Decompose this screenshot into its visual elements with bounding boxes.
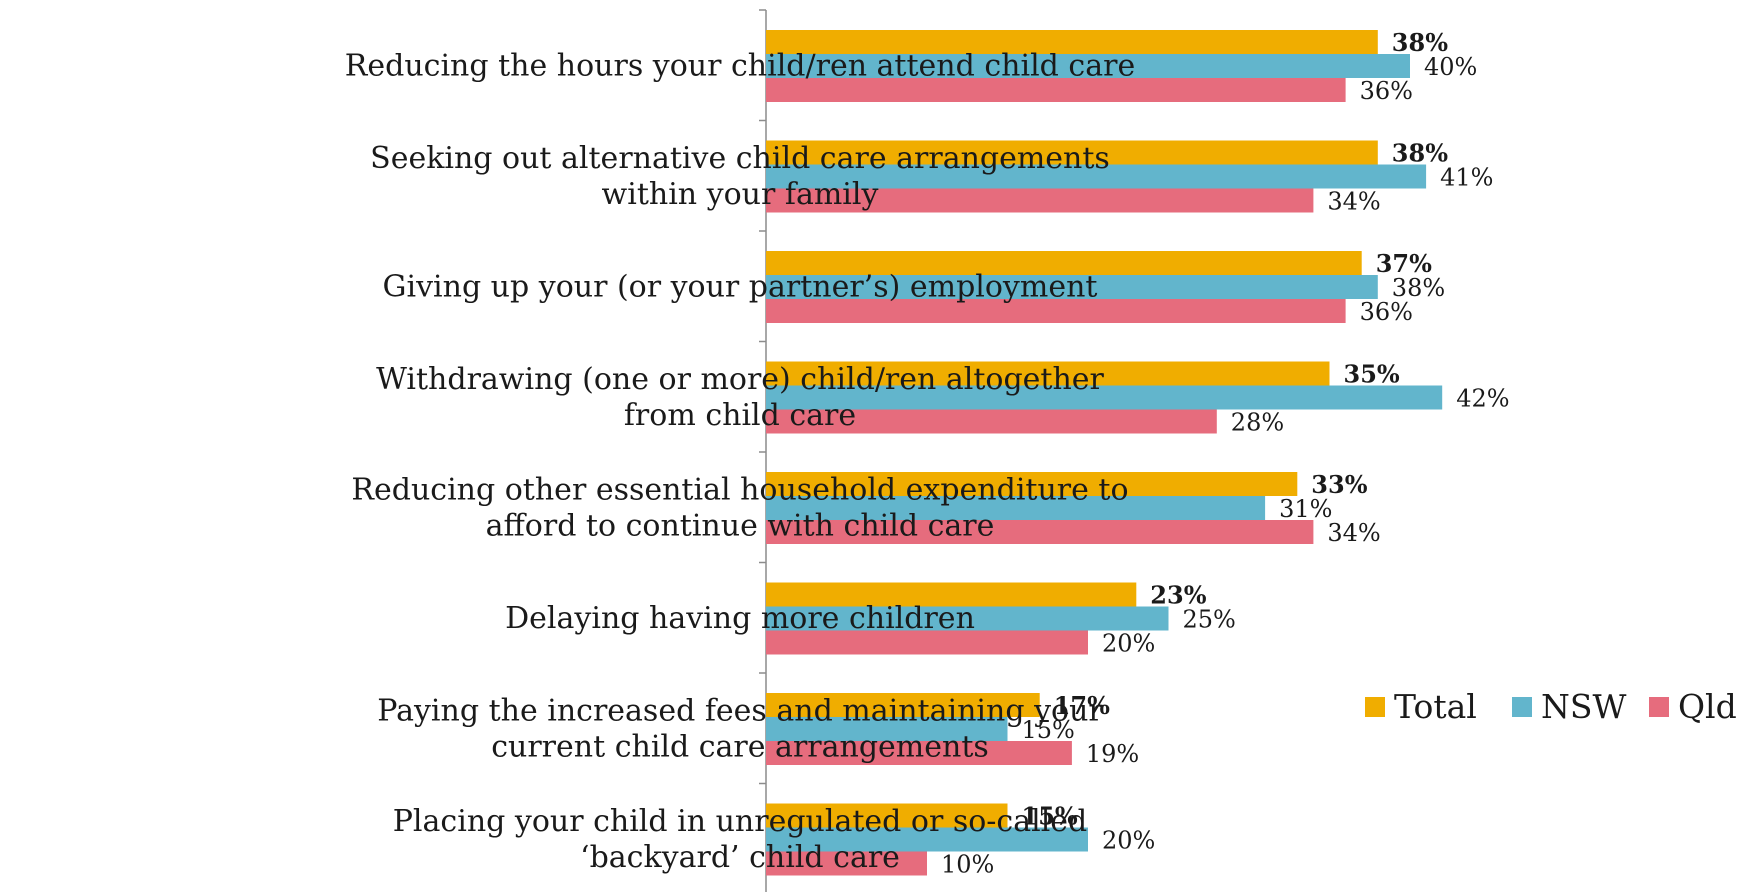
- data-label-qld: 36%: [1360, 298, 1413, 326]
- bar-total: [766, 582, 1137, 607]
- data-label-qld: 34%: [1327, 519, 1380, 547]
- data-label-nsw: 15%: [1022, 716, 1075, 744]
- bar-total: [766, 361, 1330, 386]
- bar-qld: [766, 741, 1072, 765]
- bar-qld: [766, 409, 1217, 434]
- category-label: Delaying having more children: [505, 601, 975, 636]
- legend-swatch-total: [1365, 697, 1385, 717]
- category-label: Placing your child in unregulated or so-…: [393, 804, 1088, 839]
- data-label-total: 33%: [1311, 470, 1367, 499]
- data-label-total: 15%: [1022, 802, 1078, 831]
- bar-total: [766, 140, 1378, 165]
- category-label: Withdrawing (one or more) child/ren alto…: [376, 362, 1104, 397]
- bar-nsw: [766, 164, 1427, 189]
- data-label-qld: 36%: [1360, 77, 1413, 105]
- bar-total: [766, 251, 1362, 275]
- data-label-nsw: 41%: [1440, 164, 1493, 192]
- bar-nsw: [766, 827, 1088, 852]
- bar-qld: [766, 188, 1314, 213]
- data-label-qld: 20%: [1102, 630, 1155, 658]
- category-label: current child care arrangements: [491, 729, 989, 764]
- bar-qld: [766, 520, 1314, 544]
- legend: Total NSW Qld: [1365, 687, 1737, 726]
- data-label-qld: 19%: [1086, 740, 1139, 768]
- bar-nsw: [766, 275, 1378, 299]
- data-label-qld: 34%: [1327, 188, 1380, 216]
- bar-qld: [766, 630, 1088, 655]
- bars-layer: [766, 30, 1443, 876]
- bar-nsw: [766, 717, 1008, 741]
- category-label: from child care: [624, 398, 856, 433]
- category-label: Giving up your (or your partner’s) emplo…: [383, 269, 1098, 304]
- legend-swatch-nsw: [1512, 697, 1532, 717]
- legend-label-nsw: NSW: [1541, 687, 1626, 726]
- bar-qld: [766, 78, 1346, 102]
- data-label-qld: 10%: [941, 851, 994, 879]
- category-label: Reducing other essential household expen…: [351, 472, 1128, 507]
- data-label-nsw: 25%: [1183, 606, 1236, 634]
- bar-nsw: [766, 496, 1266, 520]
- bar-nsw: [766, 54, 1410, 78]
- data-label-nsw: 20%: [1102, 827, 1155, 855]
- data-label-qld: 28%: [1231, 409, 1284, 437]
- bar-total: [766, 803, 1008, 828]
- data-label-nsw: 42%: [1456, 385, 1509, 413]
- data-label-nsw: 31%: [1279, 495, 1332, 523]
- labels-layer: Reducing the hours your child/ren attend…: [345, 28, 1510, 879]
- data-label-nsw: 38%: [1392, 274, 1445, 302]
- bar-qld: [766, 299, 1346, 323]
- legend-swatch-qld: [1649, 697, 1669, 717]
- bar-qld: [766, 851, 927, 876]
- category-label: within your family: [602, 177, 879, 212]
- category-label: Paying the increased fees and maintainin…: [377, 693, 1103, 728]
- data-label-total: 38%: [1392, 139, 1448, 168]
- category-label: Seeking out alternative child care arran…: [370, 141, 1110, 176]
- data-label-total: 37%: [1376, 249, 1432, 278]
- legend-label-total: Total: [1394, 687, 1477, 726]
- category-label: afford to continue with child care: [486, 508, 995, 543]
- data-label-total: 35%: [1344, 360, 1400, 389]
- data-label-total: 17%: [1054, 691, 1110, 720]
- bar-nsw: [766, 385, 1443, 410]
- bar-total: [766, 30, 1378, 54]
- data-label-total: 38%: [1392, 28, 1448, 57]
- data-label-nsw: 40%: [1424, 53, 1477, 81]
- data-label-total: 23%: [1150, 581, 1206, 610]
- bar-total: [766, 693, 1040, 717]
- category-label: Reducing the hours your child/ren attend…: [345, 48, 1135, 83]
- bar-total: [766, 472, 1298, 496]
- bar-nsw: [766, 606, 1169, 631]
- legend-label-qld: Qld: [1678, 687, 1737, 726]
- category-label: ‘backyard’ child care: [580, 840, 900, 875]
